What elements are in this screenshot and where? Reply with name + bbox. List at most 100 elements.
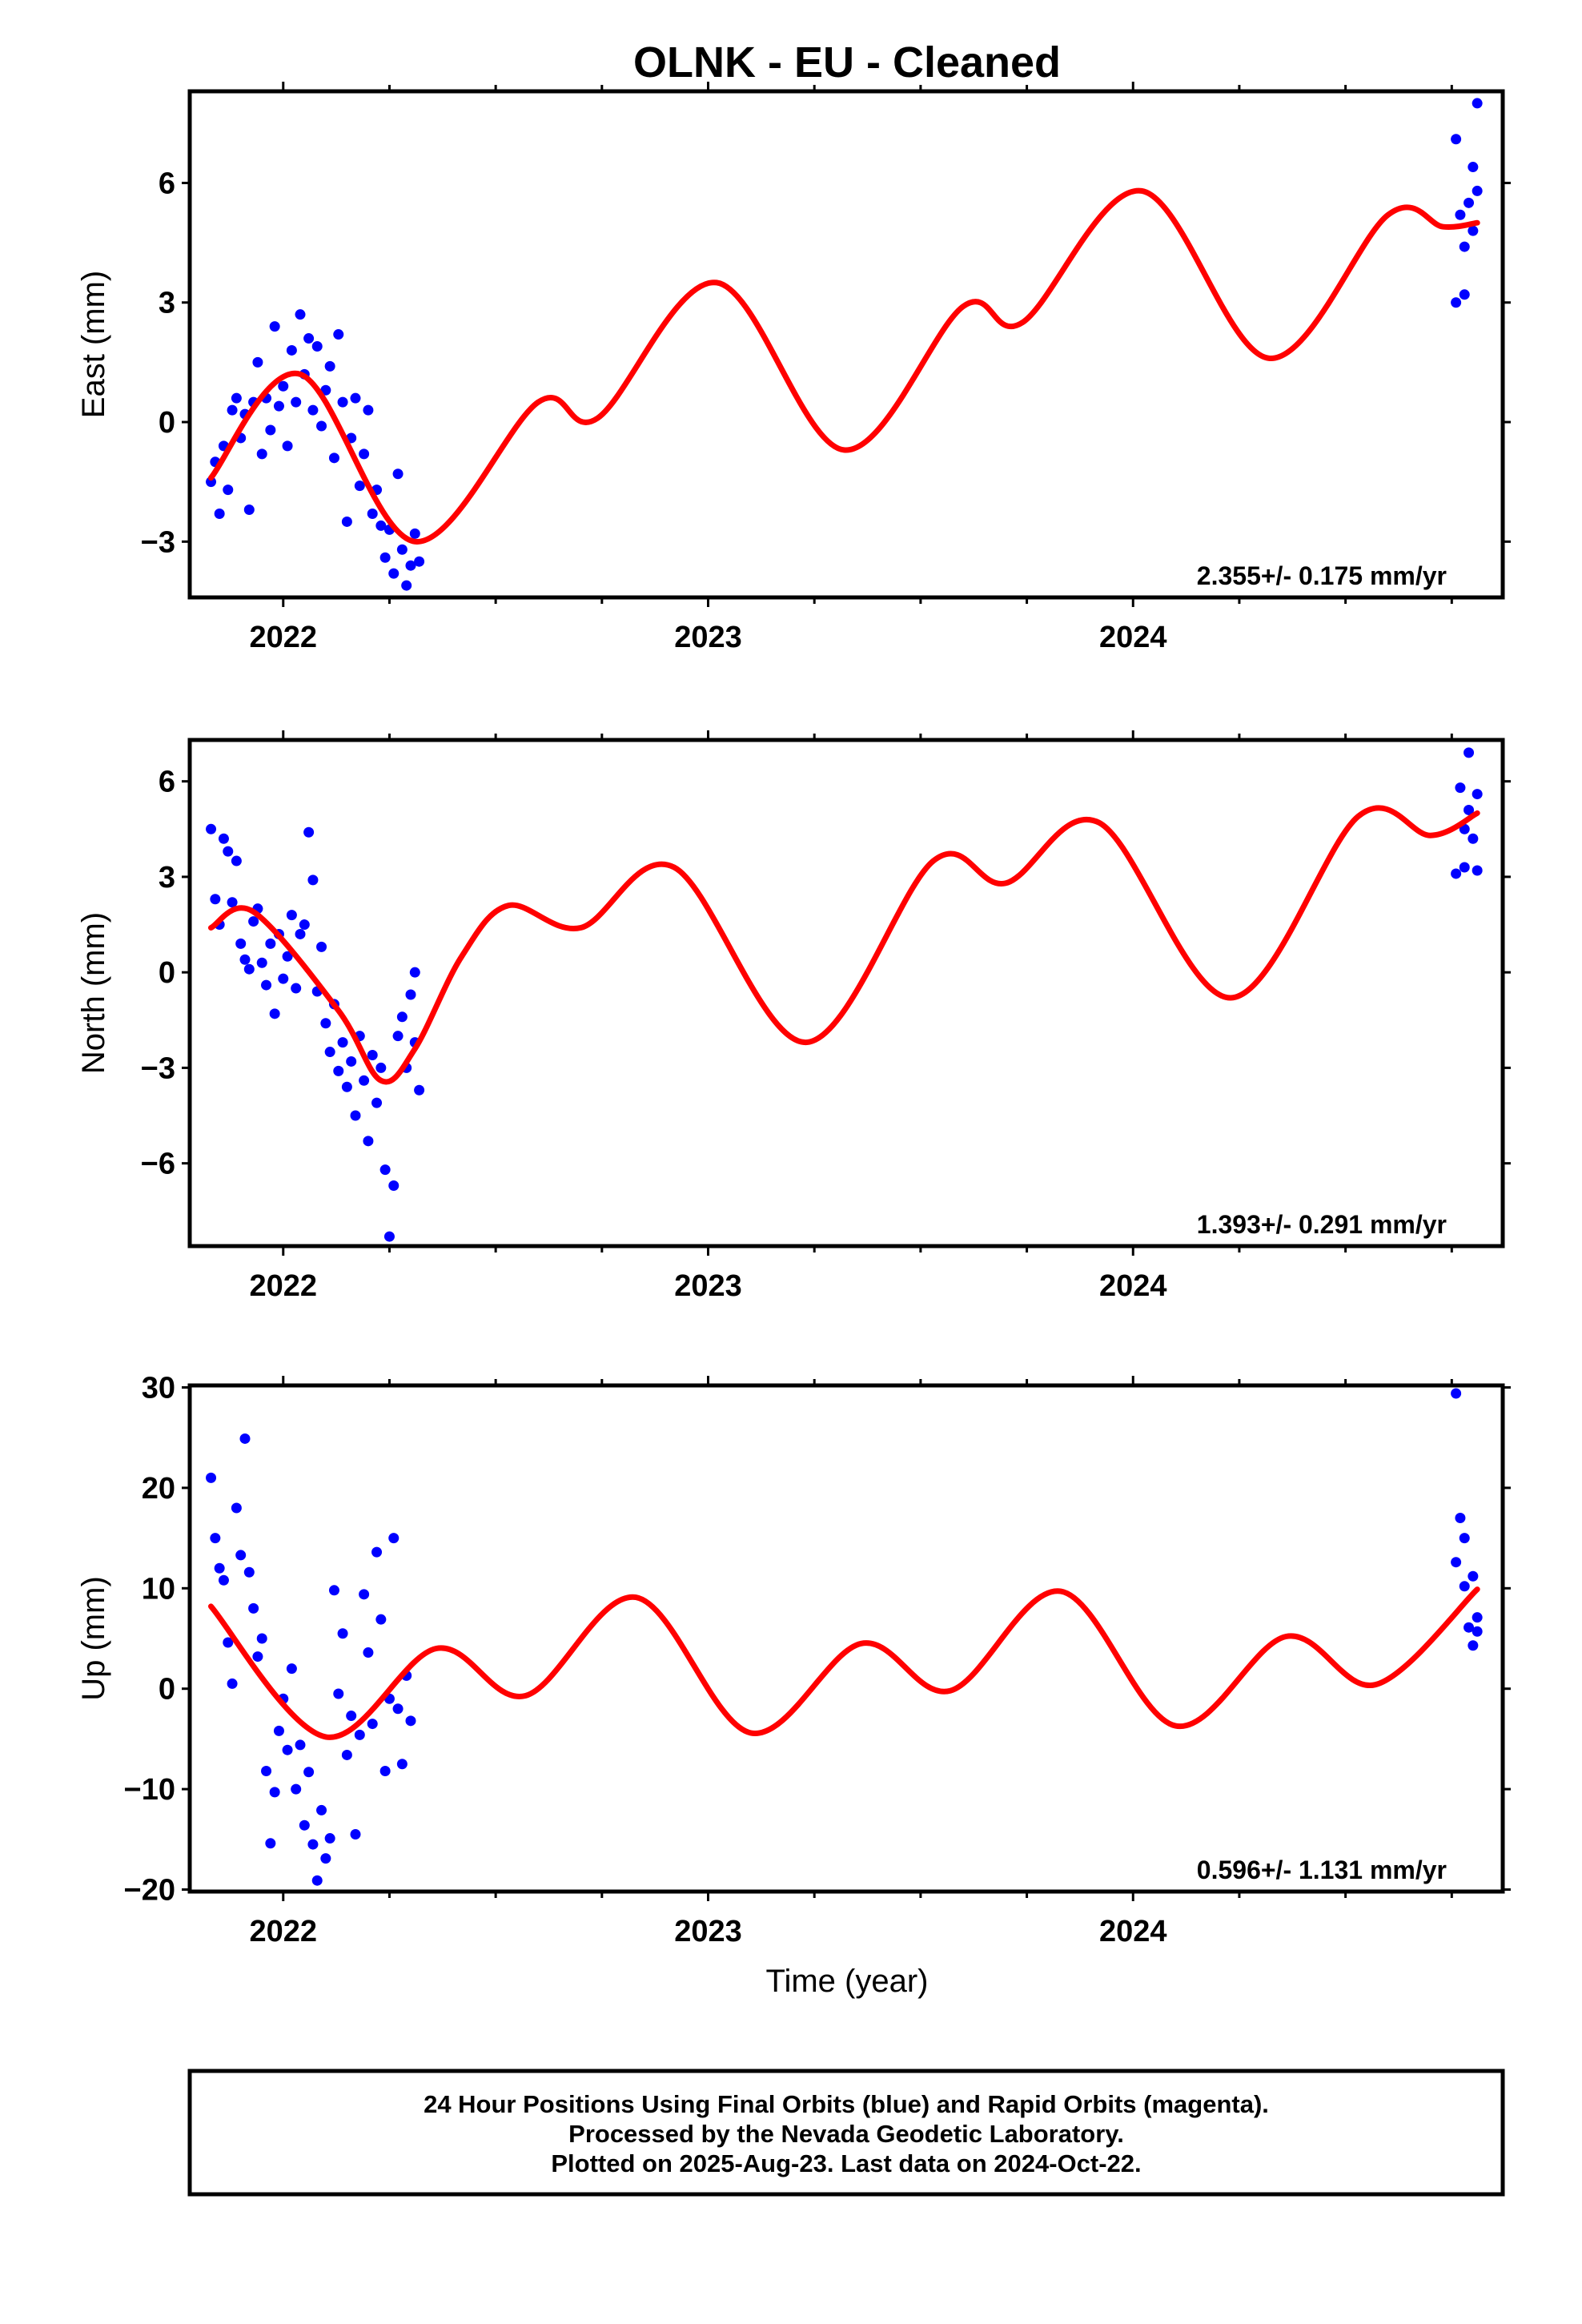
north-data-point-15 bbox=[269, 1008, 280, 1019]
up-data-point-53 bbox=[1464, 1622, 1475, 1633]
east-data-point-9 bbox=[243, 505, 255, 516]
east-data-point-25 bbox=[311, 340, 323, 352]
north-data-point-30 bbox=[333, 1065, 344, 1076]
footer-line-1: 24 Hour Positions Using Final Orbits (bl… bbox=[424, 2090, 1269, 2118]
up-data-point-19 bbox=[286, 1663, 297, 1675]
east-data-point-46 bbox=[401, 580, 412, 591]
north-y-tick-label-0: −6 bbox=[141, 1148, 175, 1181]
north-model-curve bbox=[208, 805, 1480, 1085]
up-data-point-12 bbox=[256, 1633, 267, 1644]
north-data-point-0 bbox=[206, 823, 217, 834]
north-y-axis-label: North (mm) bbox=[76, 912, 111, 1074]
north-data-point-22 bbox=[299, 919, 310, 931]
east-data-point-21 bbox=[295, 309, 306, 320]
up-data-point-34 bbox=[350, 1829, 361, 1840]
east-data-point-55 bbox=[1464, 197, 1475, 208]
east-data-point-31 bbox=[337, 396, 348, 408]
up-data-point-33 bbox=[346, 1711, 357, 1722]
north-data-point-3 bbox=[218, 833, 229, 844]
footer-line-3: Plotted on 2025-Aug-23. Last data on 202… bbox=[551, 2149, 1141, 2177]
up-data-point-3 bbox=[218, 1574, 229, 1586]
east-data-point-18 bbox=[282, 440, 293, 452]
up-data-point-50 bbox=[1455, 1513, 1466, 1524]
north-x-tick-label-2: 2024 bbox=[1099, 1269, 1167, 1303]
east-y-tick-label-3: 6 bbox=[159, 167, 175, 200]
up-data-point-45 bbox=[396, 1759, 408, 1770]
north-data-point-4 bbox=[223, 846, 234, 857]
east-x-tick-label-0: 2022 bbox=[249, 621, 317, 654]
up-data-point-41 bbox=[379, 1766, 391, 1777]
up-data-point-29 bbox=[328, 1585, 339, 1596]
north-data-point-26 bbox=[316, 941, 327, 952]
east-data-point-15 bbox=[269, 321, 280, 332]
up-data-point-2 bbox=[214, 1562, 225, 1574]
up-data-point-9 bbox=[243, 1566, 255, 1578]
north-data-point-14 bbox=[265, 938, 276, 949]
north-data-point-34 bbox=[350, 1110, 361, 1121]
east-data-point-35 bbox=[354, 480, 365, 492]
up-data-point-43 bbox=[388, 1533, 400, 1544]
up-data-point-22 bbox=[299, 1819, 310, 1831]
east-model-curve bbox=[208, 187, 1480, 545]
up-data-point-54 bbox=[1468, 1570, 1479, 1582]
panels: −3 0 3 6 2022 2023 2024 East (mm) 2.355+/- 0.175… bbox=[76, 82, 1511, 1948]
north-data-point-24 bbox=[307, 875, 319, 886]
east-rate-label: 2.355+/- 0.175 mm/yr bbox=[1197, 561, 1447, 590]
up-data-point-36 bbox=[359, 1589, 370, 1600]
north-data-point-41 bbox=[379, 1164, 391, 1176]
north-data-point-49 bbox=[414, 1084, 425, 1096]
up-data-point-0 bbox=[206, 1472, 217, 1483]
up-x-tick-label-1: 2023 bbox=[674, 1915, 742, 1948]
up-data-point-11 bbox=[252, 1651, 263, 1663]
north-data-point-54 bbox=[1459, 862, 1470, 873]
east-x-tick-label-1: 2023 bbox=[674, 621, 742, 654]
east-data-point-14 bbox=[265, 424, 276, 436]
east-data-point-28 bbox=[324, 360, 335, 372]
east-data-point-43 bbox=[388, 568, 400, 579]
north-data-point-42 bbox=[383, 1231, 395, 1242]
up-data-point-14 bbox=[265, 1838, 276, 1849]
east-data-point-50 bbox=[1451, 134, 1462, 145]
north-data-point-19 bbox=[286, 910, 297, 921]
north-data-point-56 bbox=[1464, 804, 1475, 815]
north-data-point-27 bbox=[320, 1018, 331, 1029]
east-data-point-49 bbox=[414, 556, 425, 567]
up-data-point-48 bbox=[1451, 1388, 1462, 1399]
north-data-point-9 bbox=[243, 963, 255, 975]
east-data-point-29 bbox=[328, 452, 339, 464]
north-rate-label: 1.393+/- 0.291 mm/yr bbox=[1197, 1210, 1447, 1239]
up-data-point-51 bbox=[1459, 1581, 1470, 1592]
north-data-point-18 bbox=[282, 951, 293, 962]
north-data-point-32 bbox=[341, 1081, 352, 1092]
north-data-point-58 bbox=[1472, 789, 1483, 800]
east-data-point-24 bbox=[307, 404, 319, 416]
up-y-tick-label-2: 0 bbox=[159, 1673, 175, 1707]
up-data-point-30 bbox=[333, 1688, 344, 1699]
up-data-point-47 bbox=[405, 1715, 416, 1727]
up-x-tick-label-0: 2022 bbox=[249, 1915, 317, 1948]
east-data-point-37 bbox=[363, 404, 374, 416]
up-rate-label: 0.596+/- 1.131 mm/yr bbox=[1197, 1856, 1447, 1884]
up-data-point-52 bbox=[1459, 1533, 1470, 1544]
north-data-point-59 bbox=[1472, 865, 1483, 876]
north-data-point-36 bbox=[359, 1075, 370, 1086]
up-data-point-26 bbox=[316, 1804, 327, 1815]
north-data-point-37 bbox=[363, 1136, 374, 1147]
east-data-point-40 bbox=[375, 520, 387, 531]
north-data-point-5 bbox=[227, 897, 238, 908]
x-axis-label: Time (year) bbox=[766, 1964, 929, 1999]
north-data-point-12 bbox=[256, 957, 267, 968]
up-data-point-8 bbox=[239, 1433, 251, 1444]
east-data-point-38 bbox=[367, 508, 378, 519]
east-data-point-32 bbox=[341, 516, 352, 527]
east-data-point-30 bbox=[333, 329, 344, 340]
east-data-point-23 bbox=[303, 333, 315, 344]
up-x-tick-label-2: 2024 bbox=[1099, 1915, 1167, 1948]
up-data-point-23 bbox=[303, 1767, 315, 1778]
up-data-point-4 bbox=[223, 1637, 234, 1648]
north-data-point-1 bbox=[210, 894, 221, 905]
up-plot-frame bbox=[187, 1383, 1505, 1894]
north-x-tick-label-1: 2023 bbox=[674, 1269, 742, 1303]
north-y-tick-label-4: 6 bbox=[159, 766, 175, 799]
